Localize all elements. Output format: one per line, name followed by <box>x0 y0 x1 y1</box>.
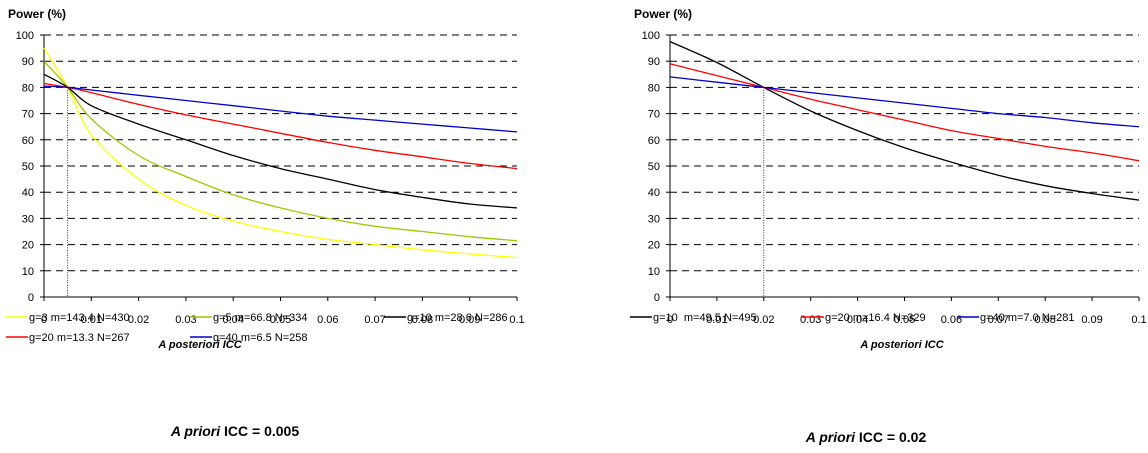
chart-a-priori-0-005: Power (%) 0 10 20 30 40 50 60 70 80 90 100 0 0.01 0.0… <box>6 7 525 439</box>
y-tick-label: 10 <box>22 266 34 278</box>
legend-label: g=40 m=7.0 N=281 <box>980 312 1075 324</box>
y-tick-label: 40 <box>648 187 660 199</box>
caption-rest: ICC = 0.02 <box>855 429 926 445</box>
caption-italic: A priori <box>805 429 856 445</box>
chart-caption: A priori ICC = 0.005 <box>170 423 299 439</box>
plot-area: 0 10 20 30 40 50 60 70 80 90 100 0 0.01 0.02 0.03 0.04 0… <box>16 30 525 326</box>
x-axis-title: A posteriori ICC <box>859 339 944 351</box>
y-tick-label: 100 <box>642 30 660 42</box>
y-axis-title: Power (%) <box>634 7 692 21</box>
series-line <box>43 73 518 209</box>
y-tick-label: 90 <box>648 56 660 68</box>
x-tick-label: 0.05 <box>894 314 915 326</box>
y-tick-label: 80 <box>648 82 660 94</box>
y-tick-label: 70 <box>648 109 660 121</box>
legend-label: g=5 m=66.8 N=334 <box>213 312 308 324</box>
legend: g=3 m=143.4 N=430 g=5 m=66.8 N=334 g=10 m=… <box>6 312 508 344</box>
series-line <box>43 47 518 259</box>
y-tick-label: 40 <box>22 187 34 199</box>
x-tick-label: 0.09 <box>459 314 480 326</box>
legend-label: g=3 m=143.4 N=430 <box>29 312 130 324</box>
caption-italic: A priori <box>170 423 221 439</box>
y-tick-label: 0 <box>28 292 34 304</box>
y-tick-label: 0 <box>654 292 660 304</box>
y-tick-label: 60 <box>648 135 660 147</box>
chart-caption: A priori ICC = 0.02 <box>805 429 927 445</box>
legend-label: g=20 m=16.4 N=329 <box>825 312 926 324</box>
y-tick-label: 50 <box>22 161 34 173</box>
y-tick-label: 20 <box>22 240 34 252</box>
x-tick-label: 0.1 <box>509 314 524 326</box>
y-tick-label: 60 <box>22 135 34 147</box>
y-tick-label: 30 <box>648 213 660 225</box>
x-tick-label: 0.01 <box>81 314 102 326</box>
x-tick-label: 0.09 <box>1081 314 1102 326</box>
legend-label: g=20 m=13.3 N=267 <box>29 332 130 344</box>
x-tick-label: 0.04 <box>847 314 868 326</box>
y-axis-title: Power (%) <box>8 7 66 21</box>
chart-a-priori-0-02: Power (%) 0 10 20 30 40 50 60 70 80 90 100 0 0.01 0.0… <box>630 7 1147 445</box>
x-tick-label: 0.07 <box>364 314 385 326</box>
x-tick-label: 0.03 <box>175 314 196 326</box>
x-tick-label: 0.08 <box>412 314 433 326</box>
x-tick-label: 0.01 <box>706 314 727 326</box>
y-tick-label: 70 <box>22 109 34 121</box>
x-axis-title: A posteriori ICC <box>157 339 242 351</box>
x-tick-label: 0 <box>667 314 673 326</box>
series-line <box>43 60 518 242</box>
x-tick-label: 0.02 <box>128 314 149 326</box>
y-tick-label: 10 <box>648 266 660 278</box>
series-line <box>669 41 1140 201</box>
x-tick-label: 0.03 <box>800 314 821 326</box>
x-tick-label: 0.08 <box>1034 314 1055 326</box>
caption-rest: ICC = 0.005 <box>220 423 299 439</box>
x-tick-label: 0 <box>41 314 47 326</box>
x-tick-label: 0.02 <box>753 314 774 326</box>
x-tick-label: 0.1 <box>1131 314 1146 326</box>
x-tick-label: 0.07 <box>988 314 1009 326</box>
legend-label: g=10 m=49.5 N=495 <box>653 312 757 324</box>
series-line <box>43 85 518 133</box>
legend-label: g=40 m=6.5 N=258 <box>213 332 308 344</box>
y-tick-label: 30 <box>22 213 34 225</box>
y-tick-label: 20 <box>648 240 660 252</box>
series-line <box>669 63 1140 162</box>
x-tick-label: 0.06 <box>941 314 962 326</box>
y-tick-label: 80 <box>22 82 34 94</box>
legend-label: g=10 m=28.6 N=286 <box>407 312 508 324</box>
y-tick-label: 50 <box>648 161 660 173</box>
x-tick-label: 0.06 <box>317 314 338 326</box>
series-line <box>669 76 1140 128</box>
legend: g=10 m=49.5 N=495 g=20 m=16.4 N=329 g=40 m… <box>630 312 1075 324</box>
x-tick-label: 0.05 <box>270 314 291 326</box>
plot-area: 0 10 20 30 40 50 60 70 80 90 100 0 0.01 0.02 0.03 0.04 0… <box>642 30 1147 326</box>
series-line <box>43 82 518 170</box>
y-tick-label: 100 <box>16 30 34 42</box>
y-tick-label: 90 <box>22 56 34 68</box>
x-tick-label: 0.04 <box>222 314 243 326</box>
